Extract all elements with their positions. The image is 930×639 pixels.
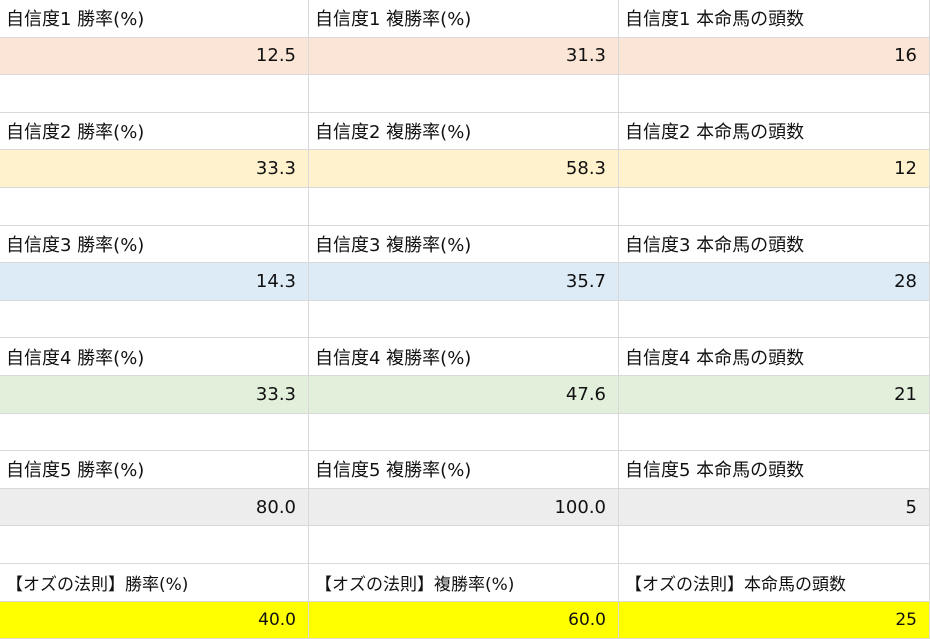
empty-cell[interactable] — [0, 300, 309, 339]
header-cell[interactable]: 自信度4 本命馬の頭数 — [619, 338, 930, 376]
empty-cell[interactable] — [619, 413, 930, 452]
header-cell[interactable]: 自信度3 複勝率(%) — [309, 225, 619, 264]
value-cell[interactable]: 5 — [619, 488, 930, 527]
header-cell[interactable]: 自信度5 勝率(%) — [0, 451, 309, 489]
value-cell[interactable]: 12 — [619, 150, 930, 188]
empty-cell[interactable] — [619, 75, 930, 113]
value-cell[interactable]: 14.3 — [0, 263, 309, 301]
value-cell[interactable]: 33.3 — [0, 150, 309, 188]
value-cell[interactable]: 35.7 — [309, 263, 619, 301]
empty-cell[interactable] — [309, 526, 619, 564]
empty-cell[interactable] — [309, 187, 619, 226]
header-cell[interactable]: 自信度1 本命馬の頭数 — [619, 0, 930, 38]
empty-cell[interactable] — [619, 300, 930, 339]
empty-cell[interactable] — [309, 75, 619, 113]
empty-cell[interactable] — [619, 187, 930, 226]
header-cell[interactable]: 【オズの法則】複勝率(%) — [309, 563, 619, 602]
value-cell[interactable]: 25 — [619, 601, 930, 639]
header-cell[interactable]: 自信度2 勝率(%) — [0, 112, 309, 151]
header-cell[interactable]: 自信度1 複勝率(%) — [309, 0, 619, 38]
value-cell[interactable]: 40.0 — [0, 601, 309, 639]
header-cell[interactable]: 自信度3 本命馬の頭数 — [619, 225, 930, 264]
empty-cell[interactable] — [0, 526, 309, 564]
value-cell[interactable]: 58.3 — [309, 150, 619, 188]
header-cell[interactable]: 【オズの法則】勝率(%) — [0, 563, 309, 602]
header-cell[interactable]: 自信度4 複勝率(%) — [309, 338, 619, 376]
header-cell[interactable]: 自信度2 複勝率(%) — [309, 112, 619, 151]
header-cell[interactable]: 自信度4 勝率(%) — [0, 338, 309, 376]
value-cell[interactable]: 60.0 — [309, 601, 619, 639]
empty-cell[interactable] — [0, 187, 309, 226]
value-cell[interactable]: 31.3 — [309, 37, 619, 76]
header-cell[interactable]: 自信度5 複勝率(%) — [309, 451, 619, 489]
header-cell[interactable]: 自信度5 本命馬の頭数 — [619, 451, 930, 489]
header-cell[interactable]: 自信度2 本命馬の頭数 — [619, 112, 930, 151]
value-cell[interactable]: 28 — [619, 263, 930, 301]
value-cell[interactable]: 16 — [619, 37, 930, 76]
empty-cell[interactable] — [0, 75, 309, 113]
header-cell[interactable]: 自信度3 勝率(%) — [0, 225, 309, 264]
empty-cell[interactable] — [619, 526, 930, 564]
value-cell[interactable]: 33.3 — [0, 375, 309, 414]
value-cell[interactable]: 100.0 — [309, 488, 619, 527]
header-cell[interactable]: 自信度1 勝率(%) — [0, 0, 309, 38]
empty-cell[interactable] — [309, 413, 619, 452]
empty-cell[interactable] — [309, 300, 619, 339]
header-cell[interactable]: 【オズの法則】本命馬の頭数 — [619, 563, 930, 602]
value-cell[interactable]: 21 — [619, 375, 930, 414]
empty-cell[interactable] — [0, 413, 309, 452]
value-cell[interactable]: 80.0 — [0, 488, 309, 527]
value-cell[interactable]: 12.5 — [0, 37, 309, 76]
value-cell[interactable]: 47.6 — [309, 375, 619, 414]
